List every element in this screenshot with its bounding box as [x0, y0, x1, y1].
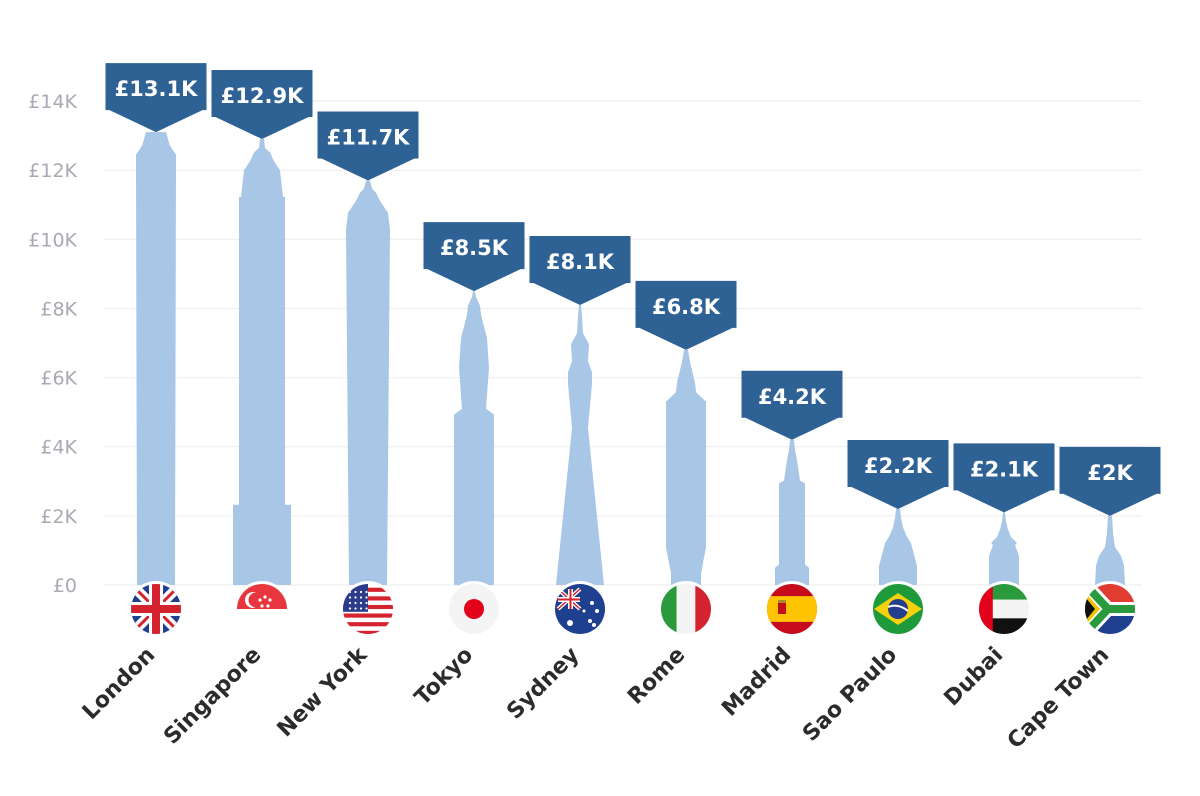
- value-label: £4.2K: [758, 385, 827, 409]
- usa-flag-icon: [340, 581, 396, 637]
- value-callout: [529, 235, 631, 305]
- y-tick-label: £4K: [40, 437, 77, 459]
- uae-flag-icon: [976, 581, 1032, 637]
- building-bar: [454, 291, 494, 585]
- y-tick-label: £14K: [28, 91, 77, 113]
- value-label: £2.2K: [864, 454, 933, 478]
- value-label: £11.7K: [327, 126, 410, 150]
- building-bar: [1095, 515, 1125, 585]
- value-callout: [423, 222, 525, 292]
- y-tick-label: £8K: [40, 298, 77, 320]
- singapore-flag-icon: [234, 581, 290, 637]
- x-tick-label: Cape Town: [1003, 643, 1114, 754]
- uk-flag-icon: [128, 581, 184, 637]
- y-tick-label: £0: [53, 575, 77, 597]
- value-callout: [847, 439, 949, 509]
- value-callout: [741, 370, 843, 440]
- building-bar: [346, 180, 390, 585]
- x-tick-label: Rome: [623, 643, 690, 710]
- value-callout: [1059, 446, 1161, 516]
- x-tick-label: London: [78, 643, 160, 725]
- value-callout: [211, 70, 313, 140]
- spain-flag-icon: [764, 581, 820, 637]
- value-label: £12.9K: [221, 84, 304, 108]
- japan-flag-icon: [446, 581, 502, 637]
- italy-flag-icon: [658, 581, 714, 637]
- value-callout: [953, 443, 1055, 513]
- x-tick-label: Tokyo: [410, 643, 478, 711]
- value-callout: [105, 63, 207, 133]
- value-label: £2K: [1087, 461, 1133, 485]
- building-bar: [233, 139, 291, 585]
- x-tick-label: Madrid: [717, 643, 796, 722]
- x-axis: London Singapore New York Tokyo Sydney Rome Ma…: [78, 642, 1114, 754]
- y-axis: £0 £2K £4K £6K £8K £10K £12K £14K: [28, 91, 77, 597]
- value-label: £6.8K: [652, 295, 721, 319]
- value-callout: [635, 280, 737, 350]
- south-africa-flag-icon: [1082, 581, 1138, 637]
- building-bar: [136, 132, 176, 585]
- value-callout: [317, 111, 419, 181]
- y-tick-label: £2K: [40, 506, 77, 528]
- buildings: [136, 132, 1125, 585]
- value-label: £2.1K: [970, 457, 1039, 481]
- building-bar: [879, 508, 917, 585]
- value-labels: £13.1K £12.9K £11.7K £8.5K £8.1K £6.8K £4.2K £2…: [105, 63, 1161, 516]
- y-tick-label: £12K: [28, 160, 77, 182]
- x-tick-label: Singapore: [159, 643, 266, 750]
- x-tick-label: Dubai: [940, 643, 1009, 712]
- australia-flag-icon: [552, 581, 608, 637]
- value-label: £8.5K: [440, 236, 509, 260]
- brazil-flag-icon: [870, 581, 926, 637]
- building-bar: [989, 512, 1019, 585]
- x-tick-label: Sao Paulo: [798, 643, 902, 747]
- x-tick-label: New York: [273, 642, 374, 743]
- value-label: £13.1K: [115, 77, 198, 101]
- y-tick-label: £10K: [28, 229, 77, 251]
- building-bar: [666, 349, 706, 585]
- building-bar: [775, 439, 809, 585]
- y-tick-label: £6K: [40, 368, 77, 390]
- x-tick-label: Sydney: [502, 643, 584, 725]
- flags: [128, 581, 1138, 637]
- value-label: £8.1K: [546, 250, 615, 274]
- building-bar: [556, 305, 604, 585]
